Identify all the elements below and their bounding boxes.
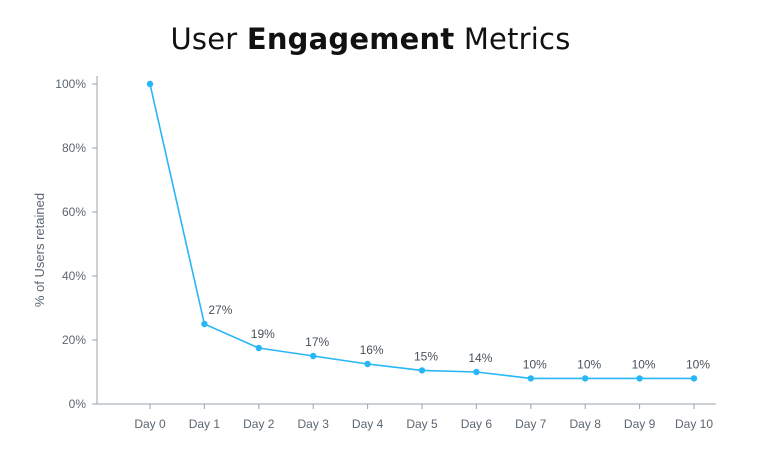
series-line	[149, 83, 694, 380]
data-label: 27%	[208, 303, 232, 317]
data-label: 16%	[360, 343, 384, 357]
data-point	[201, 320, 208, 328]
data-point	[255, 344, 262, 352]
data-point	[690, 375, 698, 382]
axes: 0% 20% 40% 60% 80% 100% Day 0 Day 1 Day 2 Day 3 Da…	[32, 76, 716, 431]
y-tick-label: 60%	[62, 205, 86, 219]
y-tick-label: 0%	[69, 397, 87, 411]
series-line-group	[146, 80, 698, 382]
y-tick-label: 100%	[55, 77, 86, 91]
chart-title: User Engagement Metrics	[0, 22, 741, 56]
data-point	[418, 367, 426, 374]
x-tick-label: Day 2	[243, 417, 275, 431]
data-label: 19%	[251, 327, 275, 341]
x-tick-label: Day 4	[352, 417, 384, 431]
x-tick-label: Day 1	[189, 417, 221, 431]
x-tick-label: Day 9	[624, 417, 656, 431]
data-label: 10%	[523, 357, 547, 371]
x-tick-label: Day 10	[675, 417, 713, 431]
data-label: 14%	[468, 351, 492, 365]
x-tick-label: Day 5	[406, 417, 438, 431]
data-point	[146, 80, 154, 88]
chart-title-part3: Metrics	[454, 22, 571, 56]
data-point	[582, 375, 589, 382]
y-tick-label: 40%	[62, 269, 86, 283]
x-tick-label: Day 7	[515, 417, 547, 431]
chart-title-part2: Engagement	[246, 22, 455, 56]
data-point	[636, 375, 643, 382]
data-point	[473, 368, 480, 376]
data-label: 10%	[632, 357, 656, 371]
data-label: 15%	[414, 349, 438, 363]
x-tick-label: Day 3	[298, 417, 330, 431]
x-tick-label: Day 0	[134, 417, 166, 431]
x-tick-label: Day 6	[461, 417, 493, 431]
data-labels: 27% 19% 17% 16% 15% 14% 10% 10% 10% 10%	[208, 303, 710, 371]
data-label: 10%	[577, 357, 601, 371]
y-tick-label: 20%	[62, 333, 86, 347]
data-point	[310, 352, 317, 360]
chart-title-part1: User	[170, 22, 247, 56]
data-point	[364, 360, 371, 368]
y-tick-label: 80%	[62, 141, 86, 155]
y-axis-title: % of Users retained	[32, 193, 47, 307]
x-tick-label: Day 8	[570, 417, 602, 431]
data-label: 17%	[305, 335, 329, 349]
data-label: 10%	[686, 357, 710, 371]
data-point	[527, 375, 534, 382]
